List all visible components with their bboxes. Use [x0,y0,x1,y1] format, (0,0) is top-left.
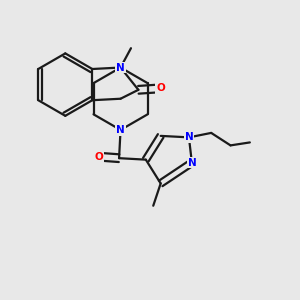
Text: N: N [184,132,193,142]
Text: N: N [116,125,125,135]
Text: O: O [156,83,165,93]
Text: N: N [116,62,125,73]
Text: O: O [94,152,103,162]
Text: N: N [188,158,196,168]
